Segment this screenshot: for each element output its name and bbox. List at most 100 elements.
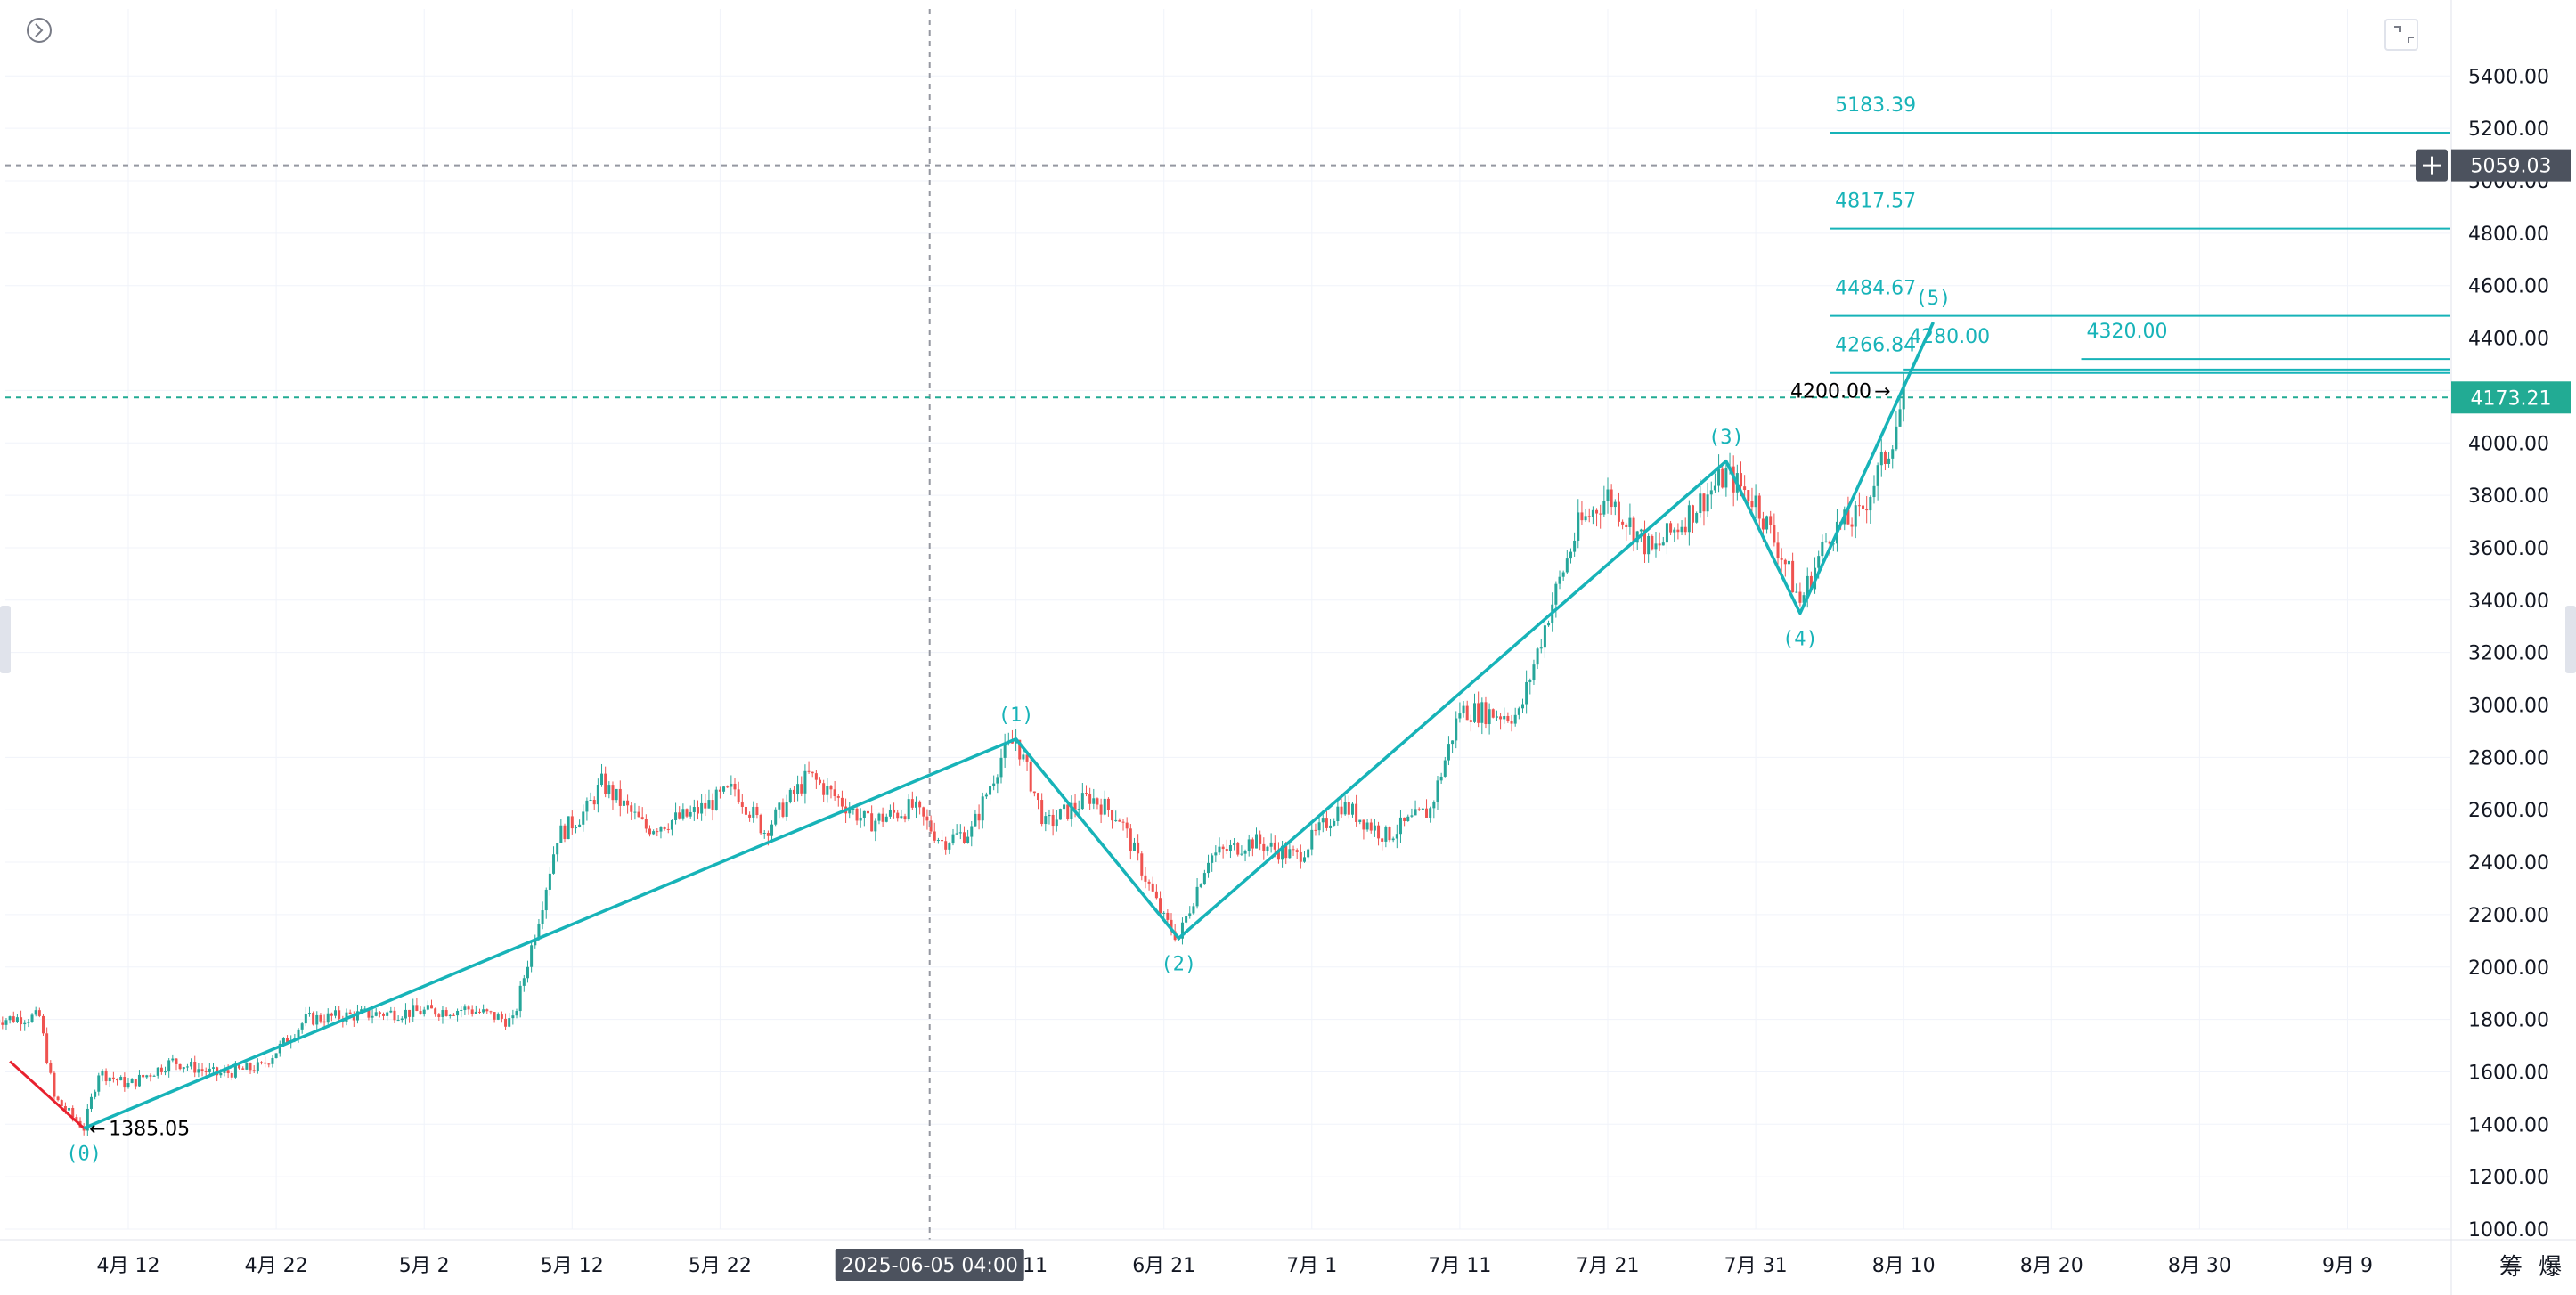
candle-body (570, 816, 574, 829)
candle-body (1724, 468, 1728, 488)
x-tick-label: 7月 1 (1286, 1255, 1337, 1277)
candle-body (1750, 501, 1754, 508)
candle-body (1795, 591, 1798, 593)
candle-body (867, 810, 869, 814)
candle-body (1717, 468, 1721, 486)
candle-body (907, 799, 910, 820)
wave-label: (1) (999, 705, 1034, 727)
candle-body (1003, 743, 1007, 758)
level-marker-label: 4200.00 (1790, 380, 1871, 403)
candle-body (1018, 739, 1022, 760)
candle-body (1015, 739, 1018, 744)
candle-body (977, 813, 981, 821)
candle-body (68, 1107, 71, 1111)
candle-body (245, 1063, 249, 1070)
right-panel-handle[interactable] (2565, 606, 2576, 673)
candle-body (97, 1075, 101, 1092)
candle-body (400, 1018, 404, 1021)
candle-body (1695, 513, 1699, 523)
candle-body (534, 938, 537, 946)
candle-body (840, 797, 844, 807)
candle-body (1451, 740, 1455, 745)
candle-body (1436, 780, 1439, 802)
candle-body (1221, 846, 1225, 850)
candle-body (86, 1108, 89, 1131)
candle-body (182, 1067, 185, 1070)
candle-body (1584, 516, 1587, 521)
candle-body (1617, 501, 1620, 522)
candle-body (1887, 458, 1891, 464)
candle-body (648, 828, 652, 835)
candle-body (833, 789, 836, 797)
candle-body (393, 1010, 396, 1021)
candle-body (164, 1071, 167, 1073)
left-panel-handle[interactable] (0, 606, 11, 673)
candle-body (585, 800, 589, 812)
last-price-label: 4173.21 (2471, 387, 2552, 410)
candle-body (1654, 543, 1658, 550)
candle-body (1202, 873, 1206, 885)
candle-body (319, 1014, 322, 1022)
x-tick-label: 7月 21 (1577, 1255, 1640, 1277)
candle-body (1151, 883, 1154, 892)
wave-label: (4) (1782, 629, 1818, 651)
candle-body (1895, 426, 1898, 450)
candle-body (382, 1014, 386, 1016)
candle-body (259, 1062, 263, 1063)
candle-body (1632, 517, 1635, 543)
collapse-corners-icon[interactable] (2384, 19, 2418, 51)
y-tick-label: 2600.00 (2468, 800, 2549, 822)
y-tick-label: 4400.00 (2468, 329, 2549, 351)
candle-body (504, 1018, 508, 1027)
liquidation-button[interactable]: 爆 (2539, 1254, 2563, 1281)
candle-body (1070, 802, 1073, 819)
x-tick-label: 7月 11 (1428, 1255, 1491, 1277)
candle-body (1188, 913, 1192, 916)
candle-body (1154, 891, 1158, 899)
candle-body (1132, 842, 1136, 851)
candle-body (1480, 702, 1484, 723)
candle-body (49, 1063, 53, 1073)
candle-body (948, 843, 951, 850)
candle-body (1806, 575, 1809, 596)
candle-body (477, 1011, 481, 1013)
candle-body (989, 786, 992, 795)
candle-body (630, 805, 633, 812)
candle-body (974, 813, 977, 827)
candle-body (829, 786, 833, 790)
candle-body (1499, 716, 1503, 720)
candle-body (1883, 452, 1887, 464)
candle-body (755, 806, 759, 816)
candle-body (1180, 922, 1184, 939)
candle-body (134, 1079, 137, 1087)
candle-body (822, 783, 826, 795)
candle-body (762, 833, 766, 835)
y-tick-label: 2400.00 (2468, 852, 2549, 875)
candle-body (596, 785, 599, 805)
candle-body (200, 1069, 204, 1071)
candle-body (1355, 803, 1358, 822)
candle-body (307, 1013, 311, 1014)
candle-body (1421, 808, 1424, 810)
candle-body (1673, 529, 1676, 533)
candle-body (1044, 816, 1048, 825)
candle-body (1517, 708, 1520, 715)
chevron-right-circle-icon[interactable] (27, 18, 52, 43)
candle-body (792, 789, 795, 794)
x-tick-label: 8月 30 (2168, 1255, 2231, 1277)
candle-body (1025, 754, 1029, 762)
candle-body (1692, 505, 1695, 523)
candle-body (670, 819, 673, 830)
candle-body (15, 1017, 19, 1022)
candle-body (278, 1043, 281, 1054)
candle-body (1520, 704, 1524, 709)
candle-body (700, 802, 704, 814)
candle-body (145, 1075, 149, 1078)
candle-body (123, 1077, 126, 1088)
candle-body (1528, 680, 1532, 682)
x-tick-label: 9月 9 (2322, 1255, 2373, 1277)
chip-distribution-button[interactable]: 筹 (2499, 1254, 2523, 1281)
candle-body (226, 1070, 230, 1073)
candle-body (130, 1079, 134, 1083)
